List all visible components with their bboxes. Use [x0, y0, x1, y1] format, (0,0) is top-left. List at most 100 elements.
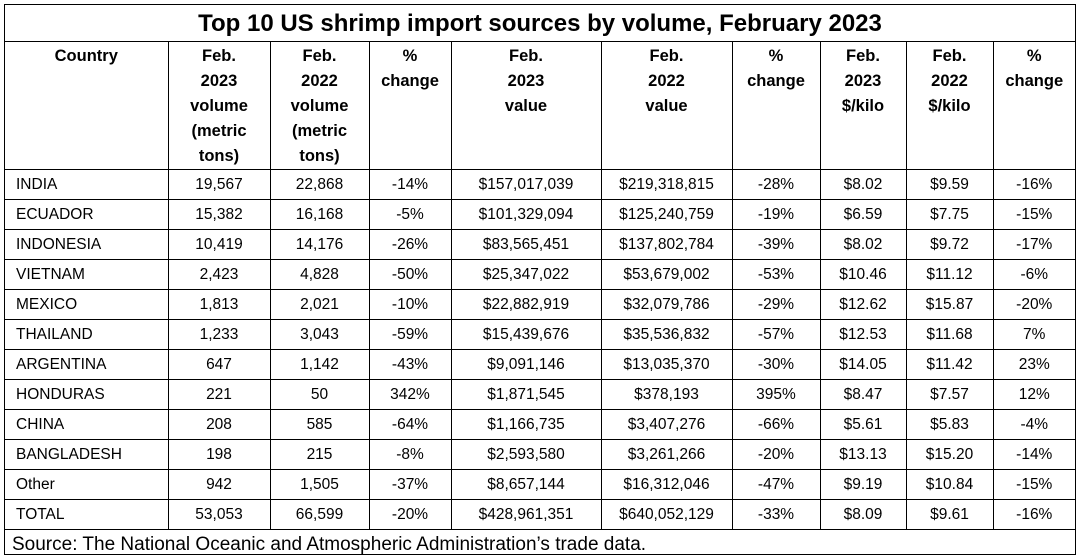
- table-cell: -15%: [992, 469, 1075, 500]
- table-cell: $8.09: [819, 499, 907, 530]
- country-cell: INDONESIA: [5, 229, 169, 260]
- table-row: TOTAL 53,053 66,599 -20% $428,961,351 $640,05…: [5, 499, 1075, 530]
- table-frame: Top 10 US shrimp import sources by volum…: [4, 4, 1076, 555]
- table-cell: -29%: [731, 289, 821, 320]
- column-header-line: change: [1005, 72, 1064, 90]
- table-row: BANGLADESH 198 215 -8% $2,593,580 $3,261,266-…: [5, 439, 1075, 470]
- table-cell: $10.84: [905, 469, 994, 500]
- country-cell: HONDURAS: [5, 379, 169, 410]
- table-cell: $9,091,146: [450, 349, 602, 380]
- table-title: Top 10 US shrimp import sources by volum…: [5, 5, 1075, 42]
- table-row: CHINA 208 585 -64% $1,166,735 $3,407,276 -66% $…: [5, 409, 1075, 440]
- column-header-line: volume: [290, 97, 349, 115]
- table-cell: 208: [167, 409, 271, 440]
- table-cell: $5.61: [819, 409, 907, 440]
- column-header-line: change: [381, 72, 439, 90]
- source-note: Source: The National Oceanic and Atmosph…: [12, 534, 647, 555]
- table-row: INDIA 19,567 22,868 -14% $157,017,039 $219,31…: [5, 169, 1075, 200]
- table-cell: $12.62: [819, 289, 907, 320]
- table-cell: -19%: [731, 199, 821, 230]
- header-row: Country Feb. 2023 volume (metric tons) Feb. 202…: [5, 42, 1075, 170]
- table-cell: $378,193: [600, 379, 733, 410]
- column-header-line: %: [1026, 47, 1042, 65]
- table-cell: $11.12: [905, 259, 994, 290]
- table-row: ARGENTINA 647 1,142 -43% $9,091,146 $13,035,3…: [5, 349, 1075, 380]
- table-cell: $9.72: [905, 229, 994, 260]
- table-cell: -6%: [992, 259, 1075, 290]
- table-cell: 1,505: [269, 469, 370, 500]
- table-cell: -37%: [368, 469, 452, 500]
- country-cell: VIETNAM: [5, 259, 169, 290]
- table-row: ECUADOR 15,382 16,168 -5% $101,329,094 $125,2…: [5, 199, 1075, 230]
- table-cell: 7%: [992, 319, 1075, 350]
- table-cell: 53,053: [167, 499, 271, 530]
- table-cell: 2,423: [167, 259, 271, 290]
- table-cell: $7.75: [905, 199, 994, 230]
- table-cell: 198: [167, 439, 271, 470]
- table-cell: $219,318,815: [600, 169, 733, 200]
- column-header: % change: [992, 42, 1075, 170]
- column-header-line: 2023: [844, 72, 882, 90]
- table-cell: 1,813: [167, 289, 271, 320]
- table-cell: 221: [167, 379, 271, 410]
- column-header: Feb. 2023 volume (metric tons): [167, 42, 271, 170]
- table-cell: -14%: [992, 439, 1075, 470]
- table-cell: -28%: [731, 169, 821, 200]
- table-cell: -66%: [731, 409, 821, 440]
- column-header-line: 2023: [200, 72, 238, 90]
- column-header: % change: [731, 42, 821, 170]
- table-cell: $11.42: [905, 349, 994, 380]
- table-cell: $10.46: [819, 259, 907, 290]
- table-row: THAILAND 1,233 3,043 -59% $15,439,676 $35,536…: [5, 319, 1075, 350]
- column-header-line: (metric: [291, 122, 348, 140]
- table-cell: $101,329,094: [450, 199, 602, 230]
- table-cell: $157,017,039: [450, 169, 602, 200]
- country-cell: MEXICO: [5, 289, 169, 320]
- table-cell: 1,233: [167, 319, 271, 350]
- table-cell: 50: [269, 379, 370, 410]
- column-header-line: tons): [299, 147, 340, 165]
- table-row: Other 942 1,505 -37% $8,657,144 $16,312,046 -4…: [5, 469, 1075, 500]
- table-cell: -33%: [731, 499, 821, 530]
- table-cell: $25,347,022: [450, 259, 602, 290]
- table-cell: $13.13: [819, 439, 907, 470]
- country-cell: INDIA: [5, 169, 169, 200]
- table-cell: $2,593,580: [450, 439, 602, 470]
- column-header-line: Feb.: [846, 47, 880, 65]
- table-cell: 2,021: [269, 289, 370, 320]
- table-cell: -30%: [731, 349, 821, 380]
- table-cell: -57%: [731, 319, 821, 350]
- table-cell: $6.59: [819, 199, 907, 230]
- table-cell: $83,565,451: [450, 229, 602, 260]
- table-cell: $7.57: [905, 379, 994, 410]
- country-cell: TOTAL: [5, 499, 169, 530]
- table-cell: $12.53: [819, 319, 907, 350]
- table-cell: $16,312,046: [600, 469, 733, 500]
- table-cell: -20%: [368, 499, 452, 530]
- table-cell: 585: [269, 409, 370, 440]
- table-cell: 942: [167, 469, 271, 500]
- column-header-line: Feb.: [509, 47, 543, 65]
- table-cell: $9.59: [905, 169, 994, 200]
- table-cell: 66,599: [269, 499, 370, 530]
- country-cell: ECUADOR: [5, 199, 169, 230]
- column-header-line: change: [747, 72, 805, 90]
- column-header-line: value: [645, 97, 688, 115]
- table-cell: -15%: [992, 199, 1075, 230]
- column-header: Feb. 2022 value: [600, 42, 733, 170]
- table-cell: -14%: [368, 169, 452, 200]
- table-cell: $11.68: [905, 319, 994, 350]
- country-cell: THAILAND: [5, 319, 169, 350]
- column-header: Feb. 2023 value: [450, 42, 602, 170]
- table-cell: $13,035,370: [600, 349, 733, 380]
- table-row: INDONESIA 10,419 14,176 -26% $83,565,451 $137…: [5, 229, 1075, 260]
- column-header-line: 2022: [931, 72, 968, 90]
- table-body: INDIA 19,567 22,868 -14% $157,017,039 $219,31…: [5, 169, 1075, 530]
- table-cell: -53%: [731, 259, 821, 290]
- table-cell: $5.83: [905, 409, 994, 440]
- table-cell: 12%: [992, 379, 1075, 410]
- table-cell: -64%: [368, 409, 452, 440]
- column-header: % change: [368, 42, 452, 170]
- table-cell: $1,871,545: [450, 379, 602, 410]
- column-header: Feb. 2022 volume (metric tons): [269, 42, 370, 170]
